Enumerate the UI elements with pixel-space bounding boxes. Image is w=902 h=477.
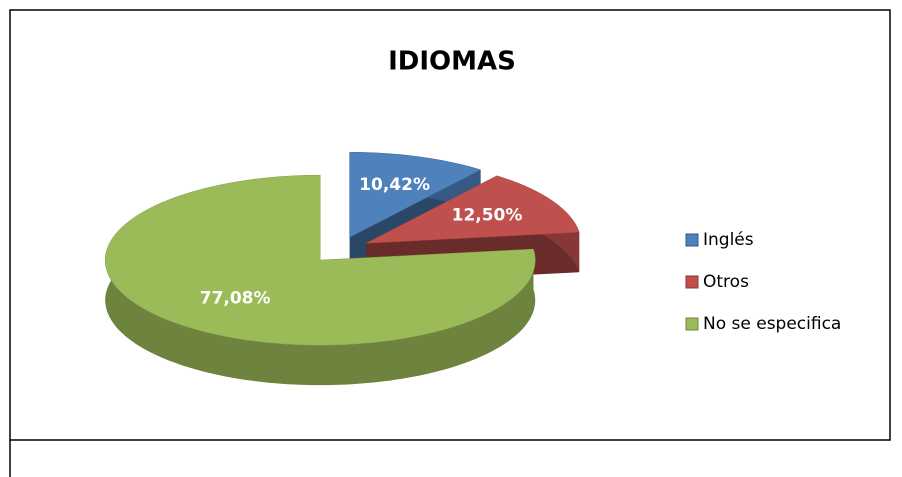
slice (349, 151, 482, 238)
data-label: 77,08% (200, 288, 271, 308)
legend-label: Otros (703, 272, 749, 292)
chart-title: IDIOMAS (388, 47, 516, 77)
legend-swatch (685, 275, 699, 289)
slice (365, 175, 580, 244)
legend-label: No se especifica (703, 314, 841, 334)
data-label: 12,50% (452, 206, 523, 226)
legend-swatch (685, 317, 699, 331)
data-label: 10,42% (359, 175, 430, 195)
legend-label: Inglés (703, 230, 754, 250)
slice (104, 174, 536, 346)
legend-swatch (685, 233, 699, 247)
